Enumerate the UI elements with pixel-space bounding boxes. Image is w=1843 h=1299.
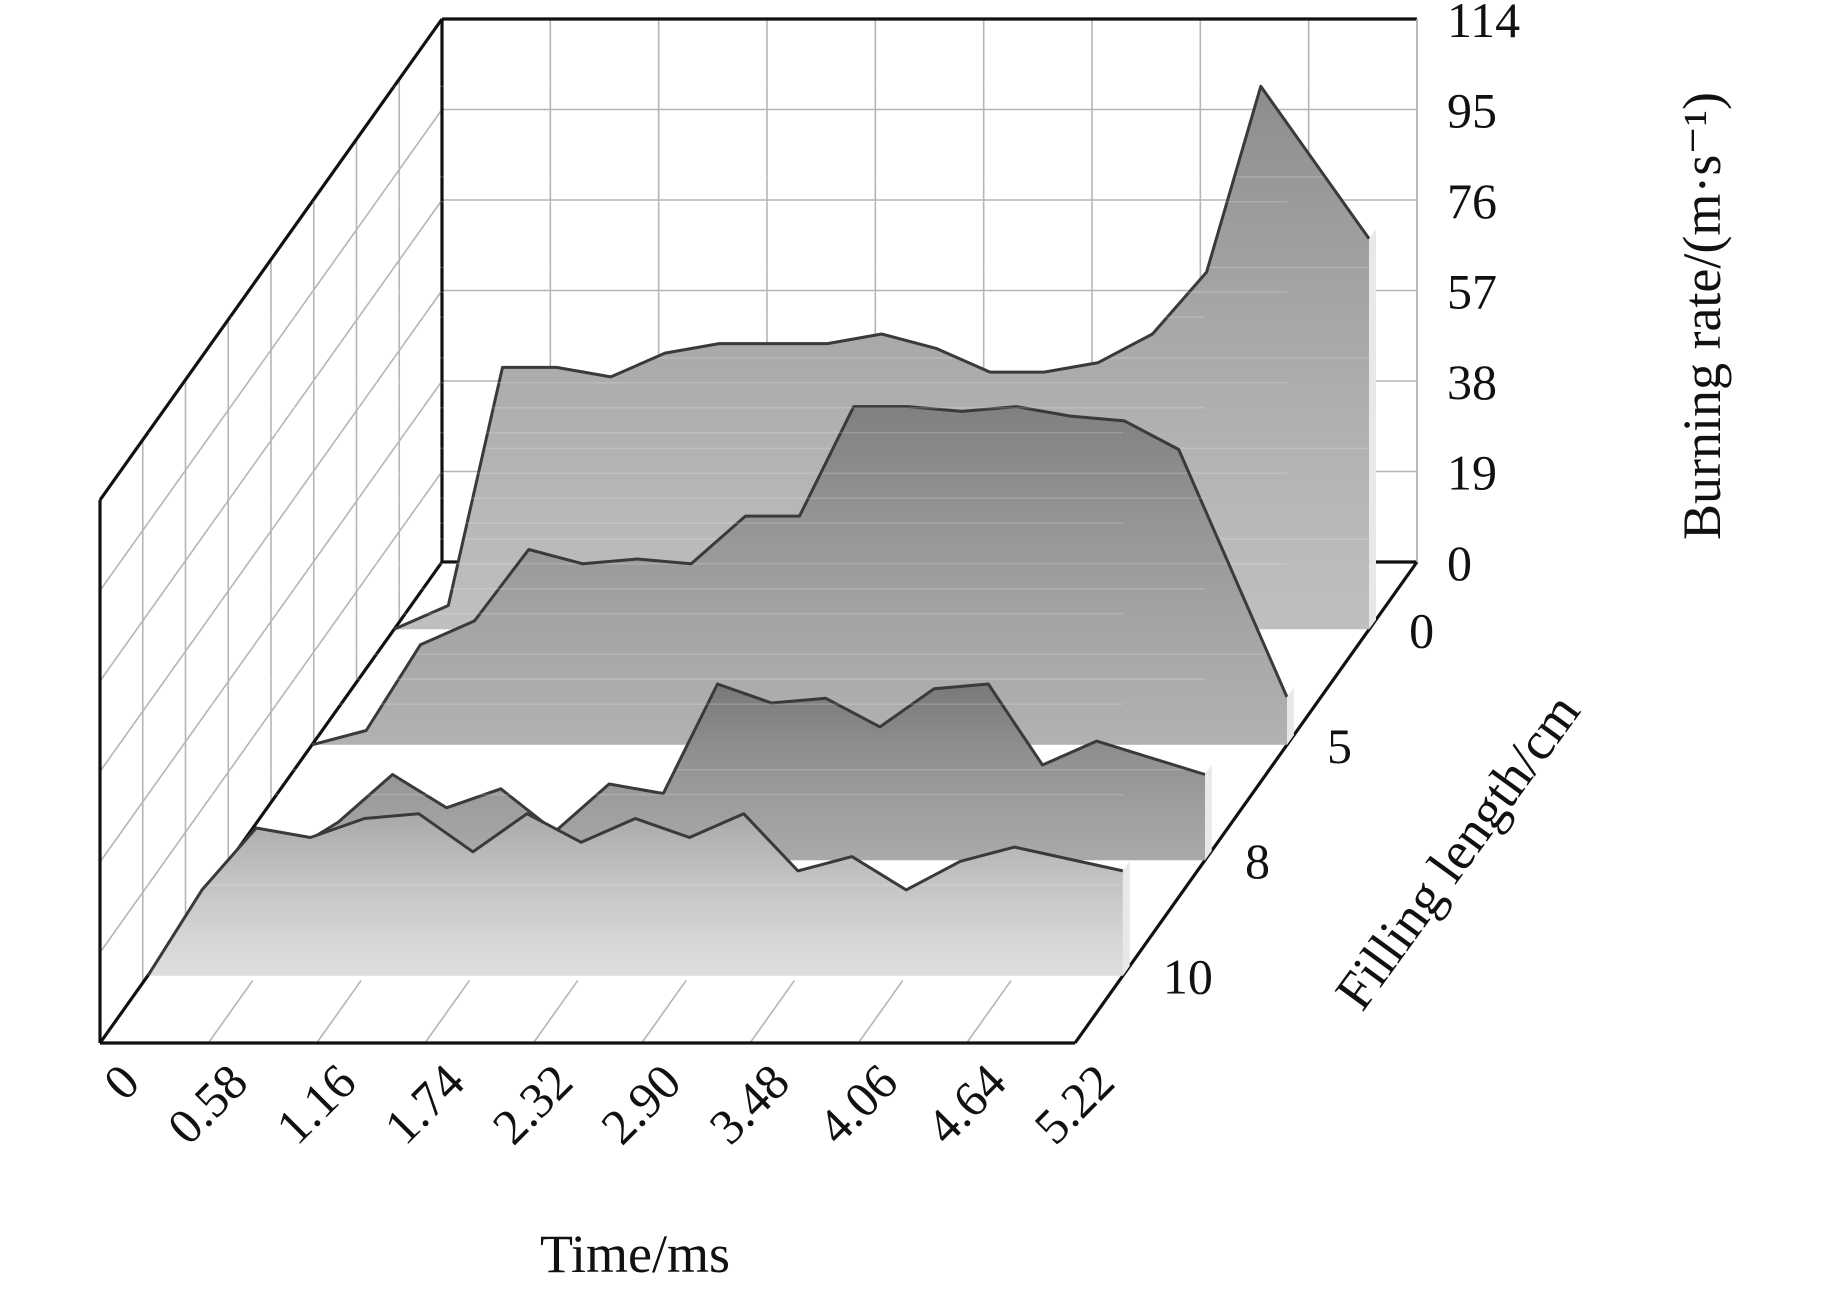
ribbon-line-series-8 (229, 682, 1206, 862)
ribbon-edge-series-0 (1369, 229, 1376, 630)
y-tick-label: 8 (1245, 833, 1270, 889)
floor-grid (749, 980, 796, 1044)
y-axis-title: Filling length/cm (1323, 683, 1591, 1020)
ribbon-shade-series-5 (312, 406, 1287, 745)
ribbon-shade-series-8 (230, 684, 1205, 861)
x-tick-label: 2.32 (482, 1053, 583, 1154)
frame-edge (98, 18, 444, 501)
z-axis-title: Burning rate/(m·s⁻¹) (1672, 92, 1732, 540)
x-tick-label: 4.06 (807, 1053, 908, 1154)
ribbon-line-series-5 (311, 405, 1289, 747)
side-wall-hgrid (99, 380, 443, 863)
series-layer (146, 84, 1376, 977)
floor-grid (316, 980, 362, 1044)
side-wall-hgrid (99, 471, 443, 953)
y-tick-label: 0 (1409, 602, 1434, 658)
ribbon-edge-series-8 (1205, 764, 1212, 861)
ribbon-line-series-0 (393, 84, 1371, 631)
x-tick-label: 2.90 (590, 1053, 691, 1154)
x-tick-label: 1.74 (373, 1053, 474, 1154)
floor-grid (207, 980, 254, 1044)
side-wall-hgrid (99, 290, 443, 772)
floor-grid (857, 980, 904, 1044)
z-tick-label: 95 (1447, 83, 1497, 139)
z-tick-label: 76 (1447, 173, 1497, 229)
z-tick-label: 0 (1447, 535, 1472, 591)
ribbon-edge-series-10 (1122, 861, 1130, 976)
floor-grid (424, 980, 471, 1044)
z-tick-label: 19 (1447, 445, 1497, 501)
x-tick-label: 1.16 (265, 1053, 366, 1154)
x-tick-label: 3.48 (698, 1053, 799, 1154)
z-tick-label: 57 (1447, 264, 1497, 320)
side-wall-hgrid (99, 199, 443, 682)
x-tick-label: 5.22 (1023, 1053, 1124, 1154)
y-tick-label: 10 (1163, 949, 1213, 1005)
floor-grid (532, 980, 579, 1044)
y-tick-label: 5 (1327, 718, 1352, 774)
ribbon-shade-series-10 (147, 813, 1123, 976)
x-tick-label: 0 (93, 1053, 150, 1110)
z-tick-label: 38 (1447, 354, 1497, 410)
x-axis-title: Time/ms (540, 1224, 730, 1284)
side-wall-hgrid (99, 109, 443, 591)
x-tick-label: 4.64 (915, 1053, 1016, 1154)
floor-grid (641, 980, 687, 1044)
x-tick-label: 0.58 (157, 1053, 258, 1154)
floor-grid (966, 980, 1012, 1044)
ribbon-line-series-10 (146, 812, 1124, 977)
z-tick-label: 114 (1447, 0, 1520, 48)
frame-edge (1073, 561, 1419, 1044)
ribbon-edge-series-5 (1287, 687, 1294, 745)
